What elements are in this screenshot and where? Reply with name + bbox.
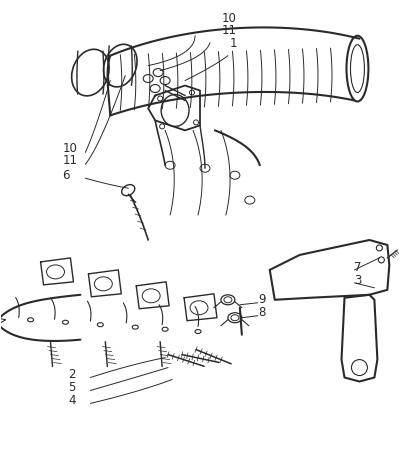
Text: 2: 2 <box>68 368 76 381</box>
Text: 5: 5 <box>68 381 76 394</box>
Text: 11: 11 <box>222 24 237 37</box>
Text: 9: 9 <box>258 293 265 306</box>
Text: 8: 8 <box>258 306 265 319</box>
Text: 6: 6 <box>62 169 70 182</box>
Text: 10: 10 <box>222 12 237 25</box>
Text: 4: 4 <box>68 394 76 407</box>
Text: 11: 11 <box>62 154 78 167</box>
Text: 10: 10 <box>62 142 77 155</box>
Text: 1: 1 <box>230 37 237 50</box>
Text: 3: 3 <box>354 275 362 287</box>
Text: 7: 7 <box>354 261 362 275</box>
